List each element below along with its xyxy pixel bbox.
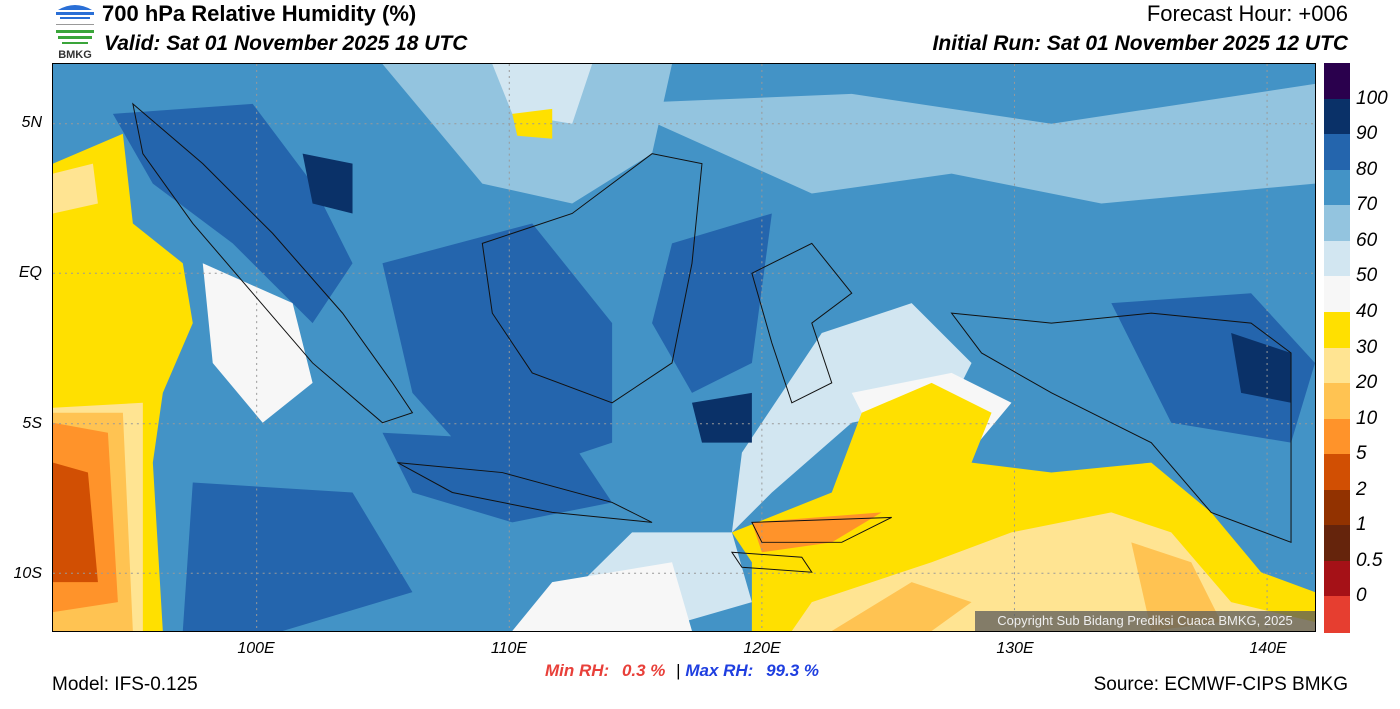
rh-30-40-patch [512, 108, 553, 139]
lon-label-100e: 100E [237, 640, 275, 657]
lon-label-140e: 140E [1249, 640, 1287, 657]
source-label: Source: ECMWF-CIPS BMKG [1093, 674, 1348, 695]
initial-run: Initial Run: Sat 01 November 2025 12 UTC [932, 32, 1348, 55]
lon-label-130e: 130E [996, 640, 1034, 657]
colorbar-label: 80 [1356, 158, 1378, 180]
valid-time: Valid: Sat 01 November 2025 18 UTC [104, 32, 468, 55]
colorbar-bin [1324, 169, 1350, 206]
colorbar-label: 70 [1356, 194, 1378, 216]
min-max-rh: Min RH: 0.3 % | Max RH: 99.3 % [545, 661, 819, 681]
lat-label-eq: EQ [18, 264, 42, 281]
chart-title: 700 hPa Relative Humidity (%) [102, 1, 417, 26]
colorbar-label: 1 [1356, 514, 1367, 536]
rh-40-region [202, 263, 1012, 631]
forecast-hour: Forecast Hour: +006 [1146, 1, 1348, 26]
colorbar-bin [1324, 596, 1350, 633]
colorbar-bin [1324, 205, 1350, 242]
colorbar-bin [1324, 489, 1350, 526]
rh-80-90-region [112, 103, 1315, 631]
colorbar-bin [1324, 63, 1350, 100]
colorbar-bin [1324, 525, 1350, 562]
min-rh-value: 0.3 % [621, 661, 666, 680]
colorbar-label: 10 [1356, 407, 1378, 429]
rh-50-region [492, 64, 972, 631]
rh-2-5-region [53, 462, 98, 583]
colorbar-bin [1324, 311, 1350, 348]
colorbar-bin [1324, 98, 1350, 135]
colorbar-label: 5 [1356, 443, 1367, 465]
colorbar-label: 2 [1356, 478, 1367, 500]
bmkg-logo: BMKG [56, 5, 94, 60]
colorbar-label: 40 [1356, 300, 1378, 322]
colorbar-bin [1324, 560, 1350, 597]
colorbar-label: 50 [1356, 265, 1378, 287]
colorbar-label: 100 [1356, 87, 1388, 109]
colorbar-bin [1324, 240, 1350, 277]
colorbar-label: 60 [1356, 229, 1378, 251]
colorbar-bin [1324, 454, 1350, 491]
colorbar-label: 90 [1356, 123, 1378, 145]
lon-label-110e: 110E [490, 640, 528, 657]
gridlines [53, 64, 1315, 631]
lat-label-5s: 5S [22, 415, 42, 432]
colorbar-label: 30 [1356, 336, 1378, 358]
lat-label-5n: 5N [21, 114, 42, 131]
colorbar-bin [1324, 347, 1350, 384]
svg-text:BMKG: BMKG [58, 49, 92, 60]
colorbar-label: 0 [1356, 585, 1367, 607]
separator: | [676, 661, 681, 680]
humidity-map [52, 63, 1316, 632]
max-rh-label: Max RH: [685, 661, 754, 680]
max-rh-value: 99.3 % [766, 661, 820, 680]
coastlines [132, 102, 1292, 573]
colorbar-label: 0.5 [1356, 549, 1383, 571]
model-label: Model: IFS-0.125 [52, 674, 198, 695]
colorbar [1324, 63, 1350, 633]
lat-label-10s: 10S [13, 565, 42, 582]
colorbar-bin [1324, 134, 1350, 171]
colorbar-bin [1324, 383, 1350, 420]
colorbar-label: 20 [1356, 372, 1378, 394]
colorbar-bin [1324, 276, 1350, 313]
rh-50-60-region [382, 64, 1315, 204]
min-rh-label: Min RH: [545, 661, 610, 680]
copyright-notice: Copyright Sub Bidang Prediksi Cuaca BMKG… [975, 611, 1315, 631]
colorbar-bin [1324, 418, 1350, 455]
lon-label-120e: 120E [743, 640, 781, 657]
